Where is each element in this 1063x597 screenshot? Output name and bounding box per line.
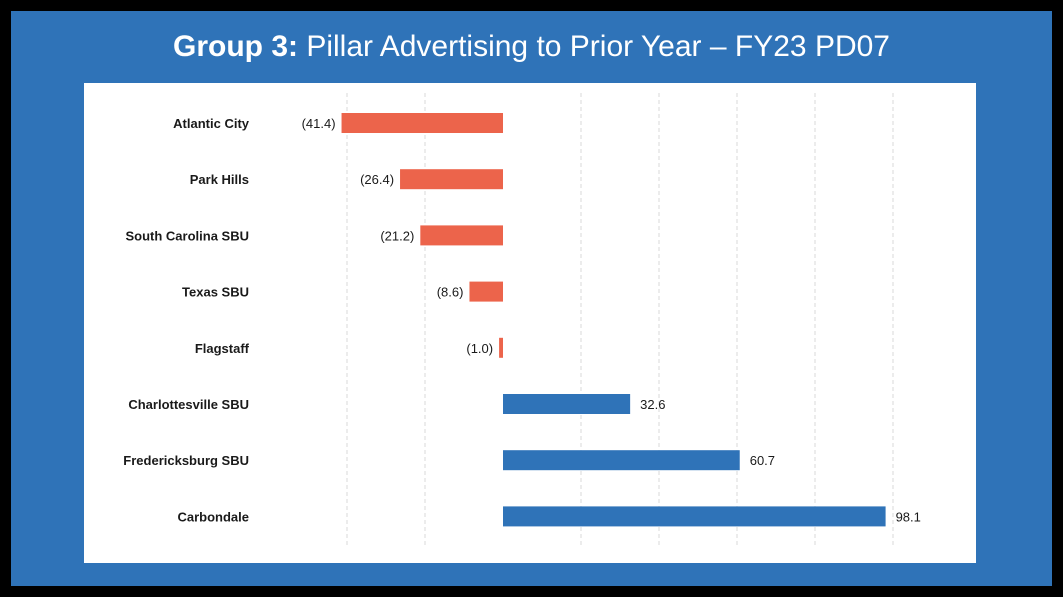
value-label-south-carolina-sbu: (21.2) (380, 228, 414, 243)
bar-chart: Atlantic City (41.4) Park Hills (26.4) South… (123, 93, 921, 545)
chart-panel: Atlantic City (41.4) Park Hills (26.4) South… (84, 83, 976, 563)
bar-atlantic-city (341, 113, 503, 133)
bar-charlottesville-sbu (503, 394, 631, 414)
title-text: Pillar Advertising to Prior Year – FY23 … (306, 30, 890, 63)
slide-background: Group 3: Pillar Advertising to Prior Yea… (11, 11, 1052, 586)
chart-title: Group 3: Pillar Advertising to Prior Yea… (11, 27, 1052, 67)
category-label-texas-sbu: Texas SBU (182, 285, 249, 300)
category-label-charlottesville-sbu: Charlottesville SBU (128, 397, 249, 412)
value-label-park-hills: (26.4) (360, 172, 394, 187)
category-label-flagstaff: Flagstaff (195, 341, 250, 356)
bar-flagstaff (499, 337, 503, 358)
bar-south-carolina-sbu (420, 225, 503, 246)
bar-park-hills (400, 169, 503, 190)
bar-carbondale (503, 506, 886, 527)
category-label-park-hills: Park Hills (190, 172, 249, 187)
value-label-texas-sbu: (8.6) (437, 285, 464, 300)
value-label-atlantic-city: (41.4) (302, 116, 336, 131)
grid-lines (346, 93, 894, 545)
bar-texas-sbu (469, 281, 503, 302)
category-label-south-carolina-sbu: South Carolina SBU (125, 228, 249, 243)
value-label-carbondale: 98.1 (896, 509, 921, 524)
value-label-flagstaff: (1.0) (466, 341, 493, 356)
category-label-atlantic-city: Atlantic City (173, 116, 250, 131)
category-label-carbondale: Carbondale (177, 509, 249, 524)
value-label-charlottesville-sbu: 32.6 (640, 397, 665, 412)
title-prefix: Group 3: (173, 30, 298, 63)
value-label-fredericksburg-sbu: 60.7 (750, 453, 775, 468)
bars (341, 113, 886, 527)
bar-fredericksburg-sbu (503, 450, 740, 471)
labels: Atlantic City (41.4) Park Hills (26.4) South… (123, 116, 921, 524)
category-label-fredericksburg-sbu: Fredericksburg SBU (123, 453, 249, 468)
